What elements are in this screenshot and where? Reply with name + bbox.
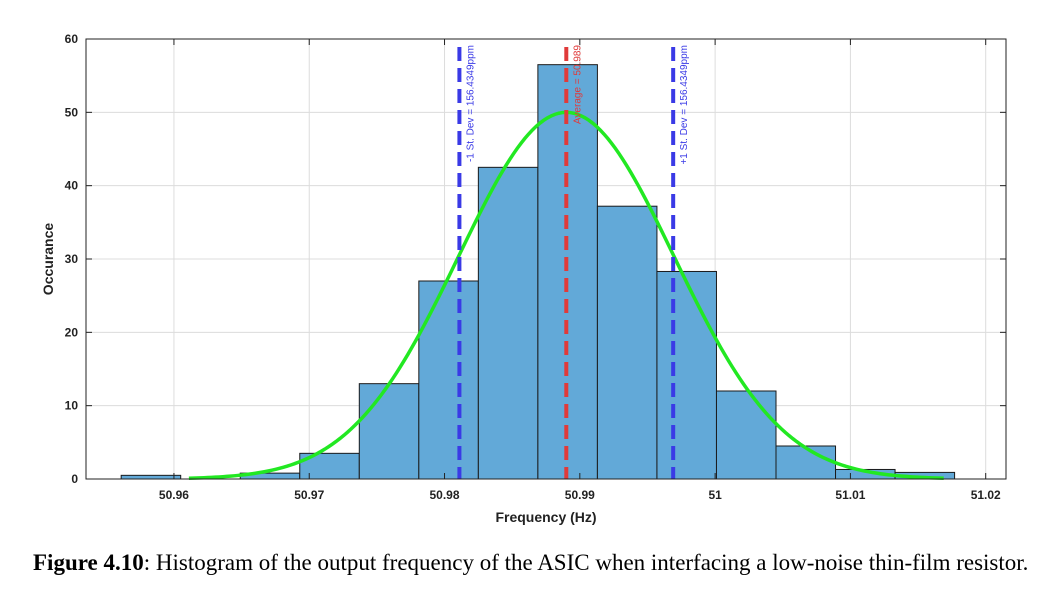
histogram-bar [775, 445, 837, 480]
histogram-bar [120, 474, 182, 480]
y-tick-label: 60 [65, 32, 79, 46]
x-tick-label: 51 [708, 488, 722, 502]
y-axis-ticks: 0 10 20 30 40 50 60 [65, 32, 1006, 486]
y-tick-label: 30 [65, 252, 79, 266]
reference-line-label: +1 St. Dev = 156.4349ppm [679, 45, 690, 165]
figure-caption: Figure 4.10: Histogram of the output fre… [33, 547, 1033, 578]
histogram-bar [418, 280, 479, 480]
caption-label: Figure 4.10 [33, 550, 144, 575]
x-tick-label: 50.99 [565, 488, 595, 502]
histogram-bar [596, 205, 658, 480]
histogram-bar [358, 383, 420, 480]
x-tick-label: 51.01 [835, 488, 865, 502]
reference-line-label: Average = 50.989 [572, 45, 583, 124]
x-tick-label: 50.98 [430, 488, 460, 502]
x-tick-label: 50.97 [294, 488, 324, 502]
histogram-bar [656, 270, 717, 480]
reference-lines: -1 St. Dev = 156.4349ppm Average = 50.989… [457, 45, 690, 479]
y-tick-label: 20 [65, 325, 79, 339]
x-axis-label: Frequency (Hz) [495, 509, 596, 525]
y-tick-label: 0 [71, 472, 78, 486]
caption-text: : Histogram of the output frequency of t… [143, 550, 1029, 575]
x-tick-label: 51.02 [971, 488, 1001, 502]
y-tick-label: 40 [65, 179, 79, 193]
y-tick-label: 50 [65, 105, 79, 119]
histogram-bar [477, 166, 539, 480]
histogram-figure: -1 St. Dev = 156.4349ppm Average = 50.989… [40, 32, 1007, 525]
histogram-bar [715, 390, 777, 480]
y-axis-label: Occurance [40, 223, 56, 296]
x-tick-label: 50.96 [159, 488, 189, 502]
reference-line-label: -1 St. Dev = 156.4349ppm [465, 45, 476, 162]
y-tick-label: 10 [65, 399, 79, 413]
x-axis-ticks: 50.96 50.97 50.98 50.99 51 51.01 51.02 [159, 39, 1001, 502]
